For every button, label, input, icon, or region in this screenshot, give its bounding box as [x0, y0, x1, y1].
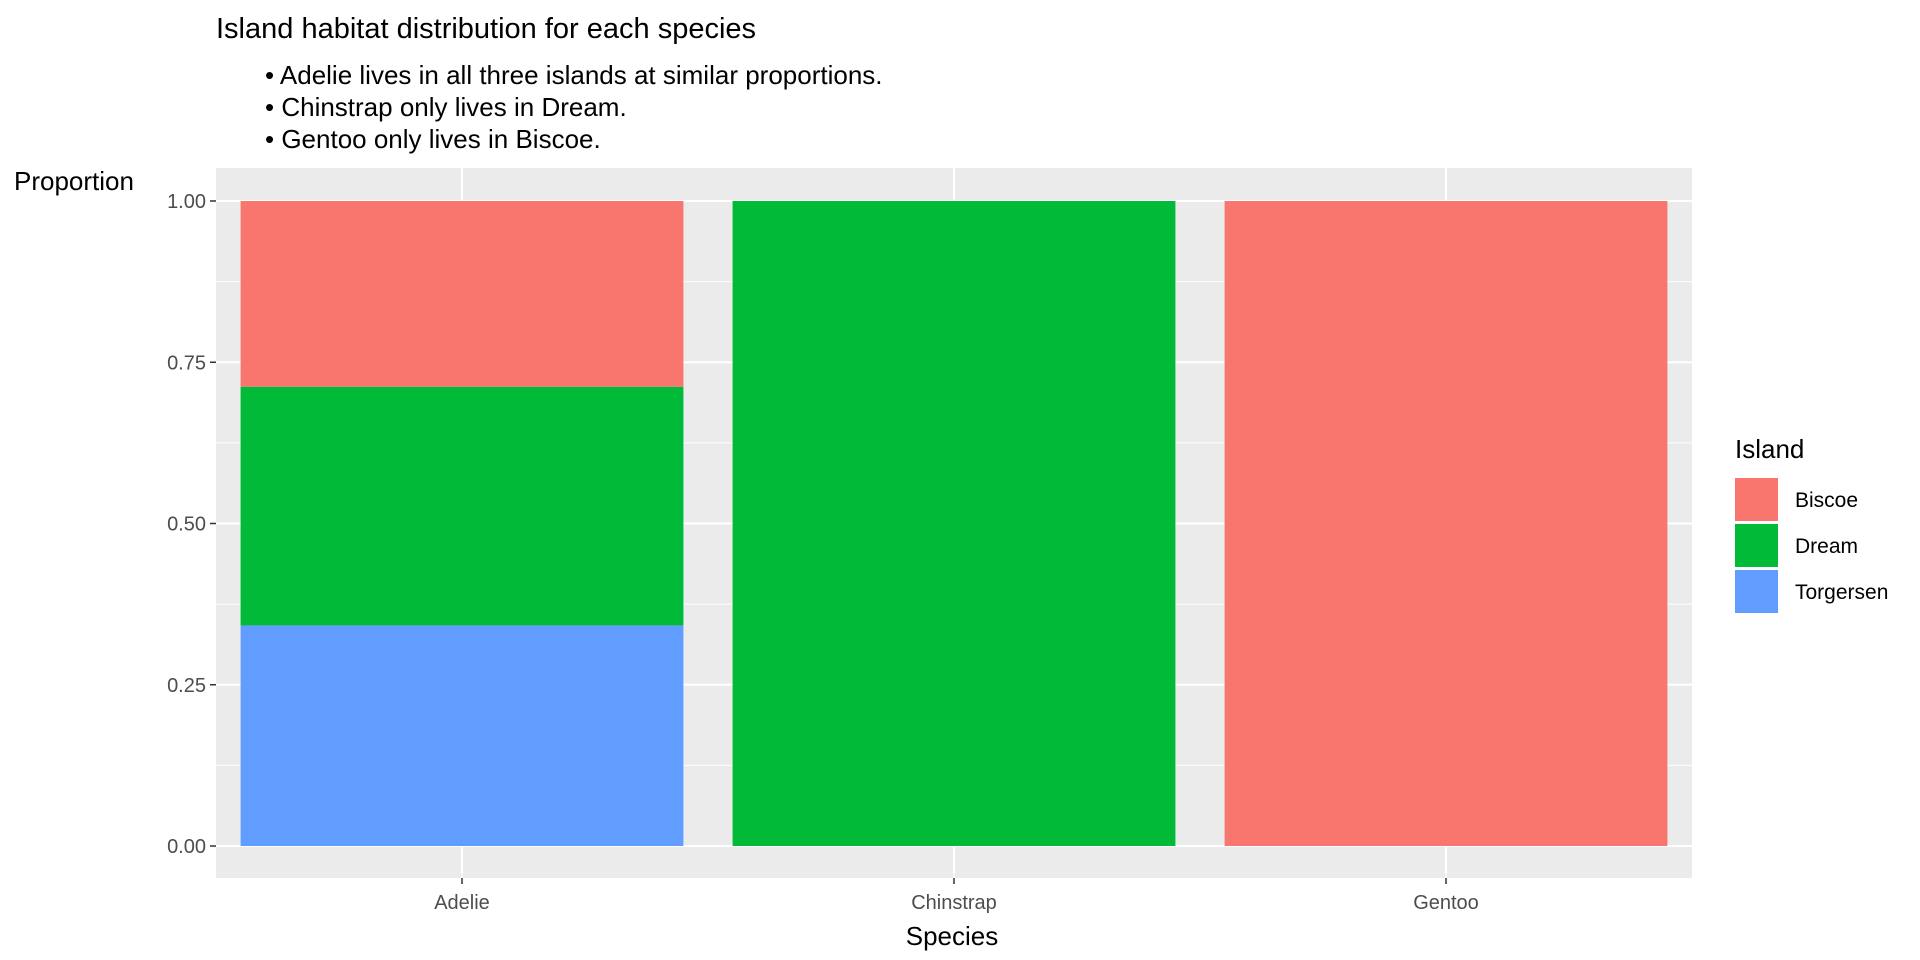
legend-key-torgersen — [1735, 570, 1778, 613]
bar-segment-adelie-biscoe — [240, 201, 684, 387]
axes: 0.00 0.25 0.50 0.75 1.00 Adelie Chinstrap Gento… — [167, 191, 1479, 914]
y-tick-label: 0.25 — [167, 675, 206, 697]
bar-segment-chinstrap-dream — [732, 201, 1176, 846]
x-tick-label: Adelie — [434, 892, 490, 914]
y-tick-label: 0.50 — [167, 514, 206, 536]
bars — [240, 201, 1668, 846]
y-tick-label: 0.00 — [167, 836, 206, 858]
subtitle-line-2: • Chinstrap only lives in Dream. — [265, 92, 627, 122]
y-tick-label: 1.00 — [167, 191, 206, 213]
x-tick-label: Chinstrap — [911, 892, 997, 914]
legend-title: Island — [1735, 434, 1804, 464]
y-tick-label: 0.75 — [167, 352, 206, 374]
bar-segment-gentoo-biscoe — [1224, 201, 1668, 846]
legend-label-torgersen: Torgersen — [1795, 581, 1888, 604]
legend: Island Biscoe Dream Torgersen — [1735, 434, 1888, 613]
legend-key-dream — [1735, 524, 1778, 567]
subtitle-line-3: • Gentoo only lives in Biscoe. — [265, 124, 601, 154]
legend-label-biscoe: Biscoe — [1795, 489, 1858, 512]
bar-segment-adelie-dream — [240, 386, 684, 626]
legend-label-dream: Dream — [1795, 535, 1858, 558]
bar-segment-adelie-torgersen — [240, 625, 684, 846]
x-tick-label: Gentoo — [1413, 892, 1479, 914]
title-group: Island habitat distribution for each spe… — [216, 13, 883, 154]
x-axis-label: Species — [906, 921, 999, 951]
chart-title: Island habitat distribution for each spe… — [216, 13, 756, 45]
subtitle-line-1: • Adelie lives in all three islands at s… — [265, 60, 883, 90]
legend-key-biscoe — [1735, 478, 1778, 521]
y-axis-label: Proportion — [14, 166, 134, 196]
